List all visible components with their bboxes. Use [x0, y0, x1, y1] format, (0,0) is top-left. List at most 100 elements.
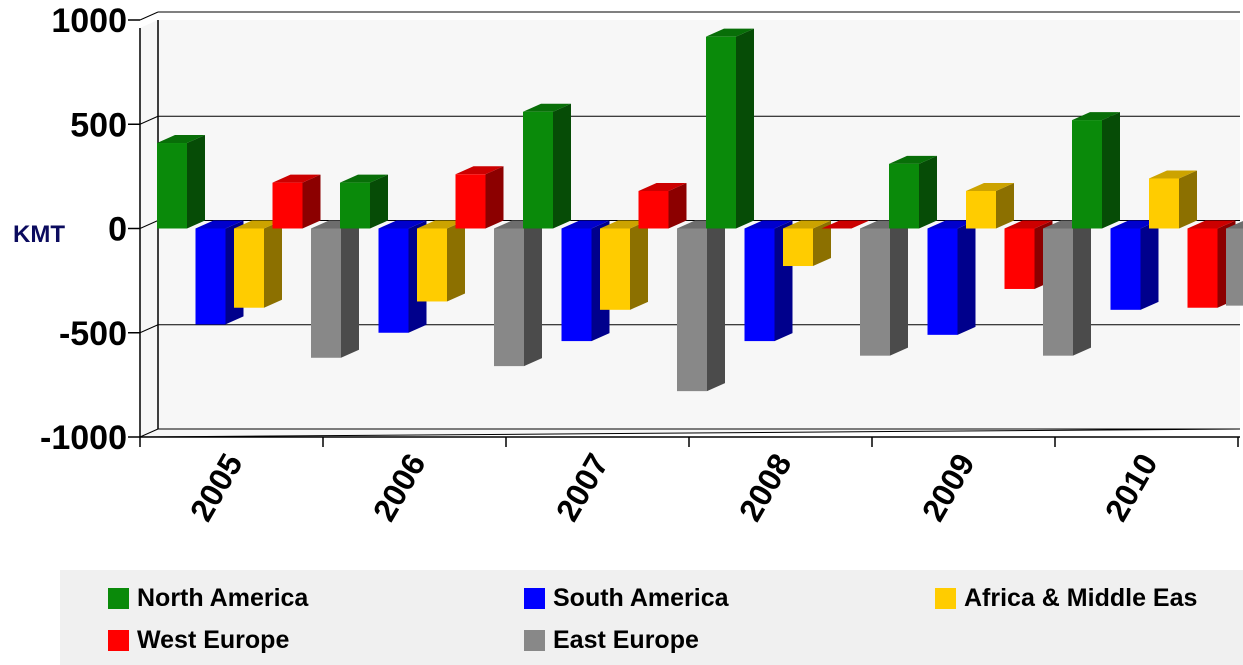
- bar-side: [813, 220, 831, 267]
- bar-side: [1179, 170, 1197, 229]
- bar-top: [600, 220, 648, 229]
- bar-front: [157, 143, 187, 229]
- bar-side: [1102, 112, 1120, 229]
- y-tick-label: -1000: [40, 419, 127, 457]
- legend-swatch: [108, 630, 129, 651]
- bar-top: [523, 103, 571, 112]
- bar-top: [744, 220, 793, 229]
- bar-top: [927, 220, 976, 229]
- bar-side: [919, 155, 937, 229]
- bar-side: [524, 220, 542, 367]
- bar-front: [234, 228, 264, 308]
- bar: [783, 220, 831, 267]
- bar: [966, 182, 1014, 229]
- legend-item-south-america: South America: [524, 584, 729, 613]
- bar: [677, 220, 725, 392]
- bar-side: [187, 135, 205, 229]
- bar-side: [341, 220, 359, 358]
- bar-top: [1110, 220, 1159, 229]
- bar-top: [378, 220, 427, 229]
- bar-front: [272, 182, 303, 229]
- bar-top: [195, 220, 244, 229]
- bar-front: [1149, 178, 1179, 229]
- bar: [706, 28, 754, 229]
- legend-label: South America: [553, 584, 729, 612]
- gridline-depth: [139, 428, 159, 438]
- bar-front: [340, 182, 370, 229]
- bar-front: [783, 228, 813, 267]
- bar-front: [638, 190, 669, 229]
- legend: North America South America Africa & Mid…: [60, 570, 1243, 665]
- bar-side: [264, 220, 282, 308]
- legend-label: West Europe: [137, 626, 290, 654]
- bar: [600, 220, 648, 310]
- bar: [860, 220, 908, 356]
- y-tick-labels: 1000 500 0 -500 -1000: [40, 2, 127, 457]
- bars: [157, 28, 1243, 392]
- bar: [311, 220, 359, 358]
- bar: [927, 220, 976, 335]
- y-tick-label: -500: [59, 315, 127, 353]
- y-tick-label: 0: [108, 211, 127, 249]
- bar-side: [1073, 220, 1091, 356]
- legend-item-west-europe: West Europe: [108, 626, 289, 655]
- bar-top: [638, 182, 687, 191]
- bar-front: [311, 228, 341, 358]
- bar-top: [1226, 220, 1243, 229]
- bar: [523, 103, 571, 229]
- bar-front: [927, 228, 958, 335]
- legend-swatch: [524, 630, 545, 651]
- bar-top: [1149, 170, 1197, 179]
- gridline-depth: [139, 115, 159, 125]
- x-tick-label: 2010: [1098, 448, 1165, 528]
- bar-top: [561, 220, 610, 229]
- bar-front: [860, 228, 890, 356]
- bar-top: [889, 155, 937, 164]
- bar-top: [157, 135, 205, 144]
- bar-front: [195, 228, 226, 325]
- bar: [272, 174, 321, 229]
- bar-front: [966, 190, 996, 229]
- bar: [157, 135, 205, 229]
- bar-side: [485, 166, 504, 229]
- x-tick-labels: 2005 2006 2007 2008 2009 2010: [183, 448, 1165, 528]
- legend-label: East Europe: [553, 626, 699, 654]
- bar-top: [234, 220, 282, 229]
- bar-side: [668, 182, 687, 229]
- legend-item-africa-middle-east: Africa & Middle Eas: [935, 584, 1197, 613]
- bar-front: [889, 163, 919, 229]
- bar-front: [1072, 120, 1102, 229]
- axes: [128, 19, 1241, 447]
- bar: [1072, 112, 1120, 229]
- bar: [821, 220, 870, 229]
- bar-top: [706, 28, 754, 37]
- bar: [638, 182, 687, 229]
- y-axis-label: KMT: [13, 221, 65, 248]
- bar: [195, 220, 244, 325]
- bar-front: [494, 228, 524, 367]
- bar-front: [523, 111, 553, 229]
- bar-front: [378, 228, 409, 333]
- bar-top: [455, 166, 504, 175]
- bar: [1226, 220, 1243, 306]
- bar-front: [677, 228, 707, 392]
- bar: [455, 166, 504, 229]
- bar-side: [630, 220, 648, 310]
- gridline-depth: [139, 11, 159, 21]
- bar-top: [1187, 220, 1236, 229]
- x-tick-label: 2005: [183, 448, 250, 528]
- bar-side: [447, 220, 465, 302]
- bar-side: [1140, 220, 1159, 310]
- bar-top: [1004, 220, 1053, 229]
- gridline-depth: [139, 220, 159, 229]
- bar-front: [455, 174, 486, 229]
- bar: [494, 220, 542, 367]
- legend-label: Africa & Middle Eas: [964, 584, 1198, 612]
- y-tick-label: 500: [70, 106, 127, 144]
- legend-label: North America: [137, 584, 309, 612]
- bar-front: [706, 36, 736, 229]
- bar-side: [996, 182, 1014, 229]
- legend-item-north-america: North America: [108, 584, 308, 613]
- bar-side: [957, 220, 976, 335]
